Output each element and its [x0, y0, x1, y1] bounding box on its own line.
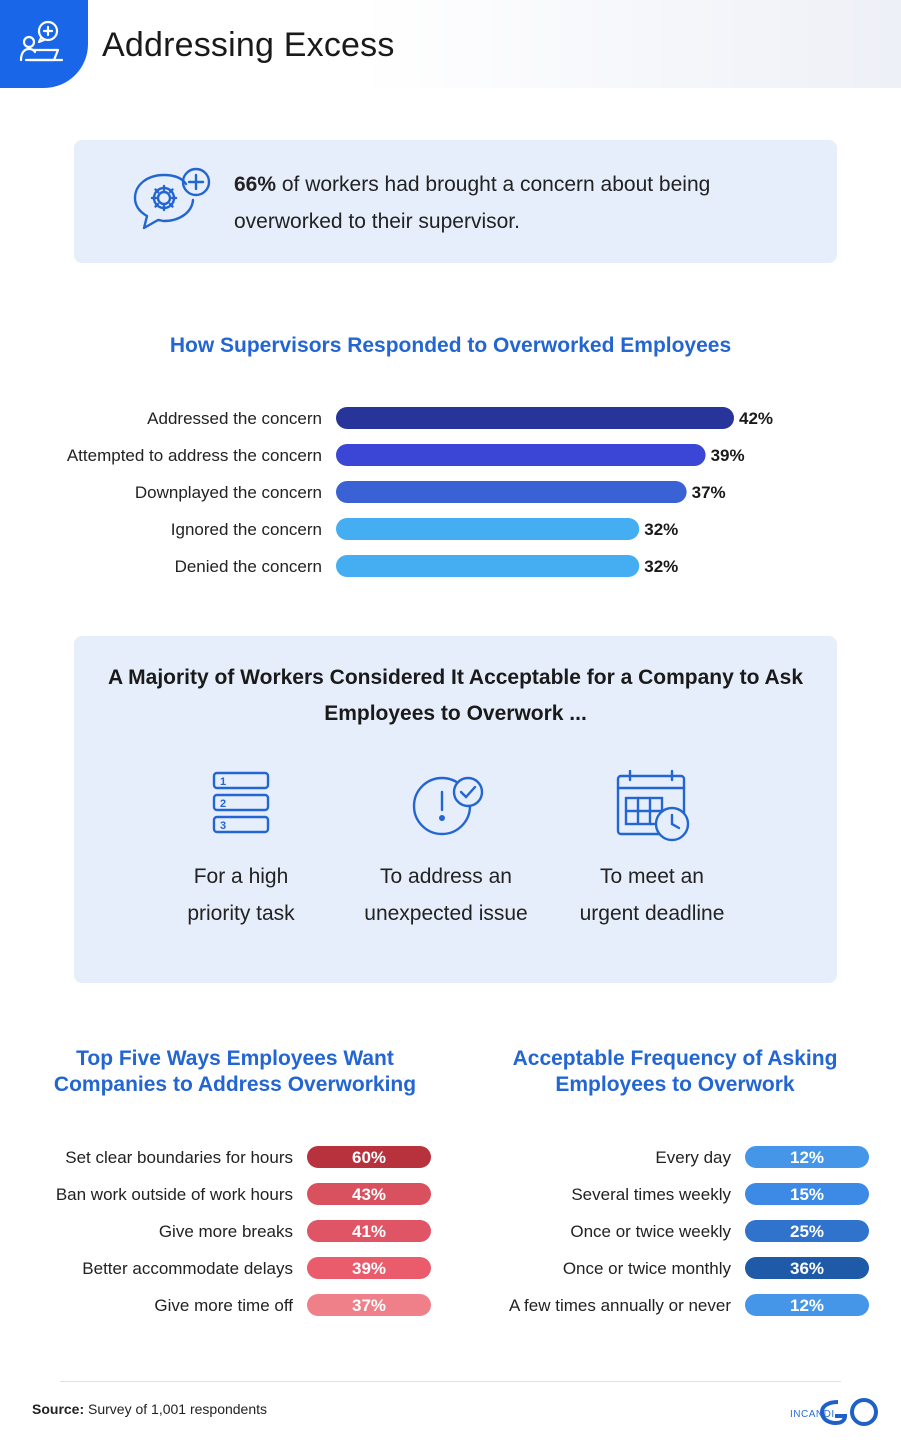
bar-category-label: Downplayed the concern — [135, 483, 322, 502]
source-label: Source: — [32, 1401, 85, 1417]
bar-value-label: 42% — [739, 409, 773, 428]
source-note: Source: Survey of 1,001 respondents — [32, 1401, 267, 1417]
bar-value-label: 32% — [644, 520, 678, 539]
reason-label-line2: priority task — [187, 902, 295, 925]
bar — [336, 481, 687, 503]
pill-value-label: 15% — [790, 1185, 824, 1204]
pill-value-label: 41% — [352, 1222, 386, 1241]
header-badge — [0, 0, 88, 88]
pill-bar — [745, 1294, 869, 1316]
pill-bar — [745, 1146, 869, 1168]
reason-label-line1: To meet an — [600, 865, 704, 888]
stat-text: 66% of workers had brought a concern abo… — [234, 166, 794, 240]
bar-category-label: Addressed the concern — [147, 409, 322, 428]
list-number-1: 1 — [220, 776, 226, 788]
employee-wants-chart: Set clear boundaries for hours 60% Ban wor… — [56, 1146, 431, 1316]
pill-value-label: 12% — [790, 1296, 824, 1315]
pill-category-label: Every day — [655, 1148, 731, 1167]
bar-category-label: Denied the concern — [175, 557, 322, 576]
chart2-title: Top Five Ways Employees Want Companies t… — [30, 1046, 440, 1098]
chart3-title: Acceptable Frequency of Asking Employees… — [470, 1046, 880, 1098]
reason-label-line1: For a high — [193, 865, 289, 888]
pill-category-label: A few times annually or never — [509, 1296, 731, 1315]
list-number-2: 2 — [220, 798, 226, 810]
supervisor-response-chart: Addressed the concern 42% Attempted to add… — [67, 407, 773, 577]
chart3-title-text: Acceptable Frequency of Asking Employees… — [512, 1047, 838, 1096]
chart2-title-text: Top Five Ways Employees Want Companies t… — [53, 1047, 417, 1096]
acceptable-title: A Majority of Workers Considered It Acce… — [74, 660, 837, 732]
stat-body: of workers had brought a concern about b… — [234, 173, 711, 233]
pill-bar — [745, 1183, 869, 1205]
pill-bar — [307, 1183, 431, 1205]
pill-value-label: 37% — [352, 1296, 386, 1315]
reason-unexpected-issue: To address an unexpected issue — [346, 770, 546, 932]
reason-urgent-deadline: To meet an urgent deadline — [552, 770, 752, 932]
pill-category-label: Give more time off — [154, 1296, 293, 1315]
acceptable-panel: A Majority of Workers Considered It Acce… — [74, 636, 837, 983]
stat-highlight: 66% — [234, 173, 277, 196]
pill-category-label: Once or twice weekly — [570, 1222, 731, 1241]
gear-chat-icon — [133, 167, 211, 230]
pill-value-label: 12% — [790, 1148, 824, 1167]
acceptable-title-line2: Employees to Overwork ... — [324, 702, 587, 725]
bar — [336, 518, 640, 540]
incandi-logo: INCANDI — [790, 1398, 878, 1426]
reason-label-line2: unexpected issue — [364, 902, 528, 925]
bar-value-label: 39% — [711, 446, 745, 465]
stat-callout: 66% of workers had brought a concern abo… — [74, 140, 837, 263]
page-title: Addressing Excess — [102, 26, 395, 64]
reason-label: For a high priority task — [141, 858, 341, 932]
bar — [336, 444, 706, 466]
logo-text: INCANDI — [790, 1409, 835, 1420]
reason-priority-task: 1 2 3 For a high priority task — [141, 770, 341, 932]
bar-category-label: Ignored the concern — [171, 520, 322, 539]
reason-label-line1: To address an — [380, 865, 512, 888]
acceptable-title-line1: A Majority of Workers Considered It Acce… — [107, 666, 804, 689]
bar-value-label: 37% — [692, 483, 726, 502]
reason-label: To meet an urgent deadline — [552, 858, 752, 932]
pill-bar — [745, 1257, 869, 1279]
numbered-list-icon: 1 2 3 — [212, 771, 270, 834]
pill-category-label: Better accommodate delays — [82, 1259, 293, 1278]
pill-value-label: 25% — [790, 1222, 824, 1241]
bar — [336, 555, 640, 577]
pill-bar — [307, 1294, 431, 1316]
footer-divider — [60, 1381, 841, 1382]
pill-category-label: Several times weekly — [571, 1185, 731, 1204]
worker-chat-icon — [19, 20, 64, 62]
bar-category-label: Attempted to address the concern — [67, 446, 322, 465]
pill-bar — [307, 1146, 431, 1168]
reason-label-line2: urgent deadline — [579, 902, 725, 925]
pill-bar — [307, 1257, 431, 1279]
alert-check-icon — [412, 776, 484, 836]
bar-value-label: 32% — [644, 557, 678, 576]
pill-value-label: 60% — [352, 1148, 386, 1167]
pill-category-label: Once or twice monthly — [563, 1259, 732, 1278]
bar — [336, 407, 734, 429]
reason-label: To address an unexpected issue — [346, 858, 546, 932]
list-number-3: 3 — [220, 820, 226, 832]
pill-category-label: Set clear boundaries for hours — [65, 1148, 293, 1167]
pill-category-label: Give more breaks — [159, 1222, 293, 1241]
pill-bar — [745, 1220, 869, 1242]
calendar-clock-icon — [616, 770, 690, 842]
pill-value-label: 36% — [790, 1259, 824, 1278]
chart1-title: How Supervisors Responded to Overworked … — [169, 334, 732, 357]
acceptable-frequency-chart: Every day 12% Several times weekly 15% Once … — [509, 1146, 869, 1316]
pill-value-label: 39% — [352, 1259, 386, 1278]
pill-value-label: 43% — [352, 1185, 386, 1204]
pill-category-label: Ban work outside of work hours — [56, 1185, 293, 1204]
source-text: Survey of 1,001 respondents — [84, 1401, 268, 1417]
header-bar: Addressing Excess — [0, 0, 901, 88]
pill-bar — [307, 1220, 431, 1242]
